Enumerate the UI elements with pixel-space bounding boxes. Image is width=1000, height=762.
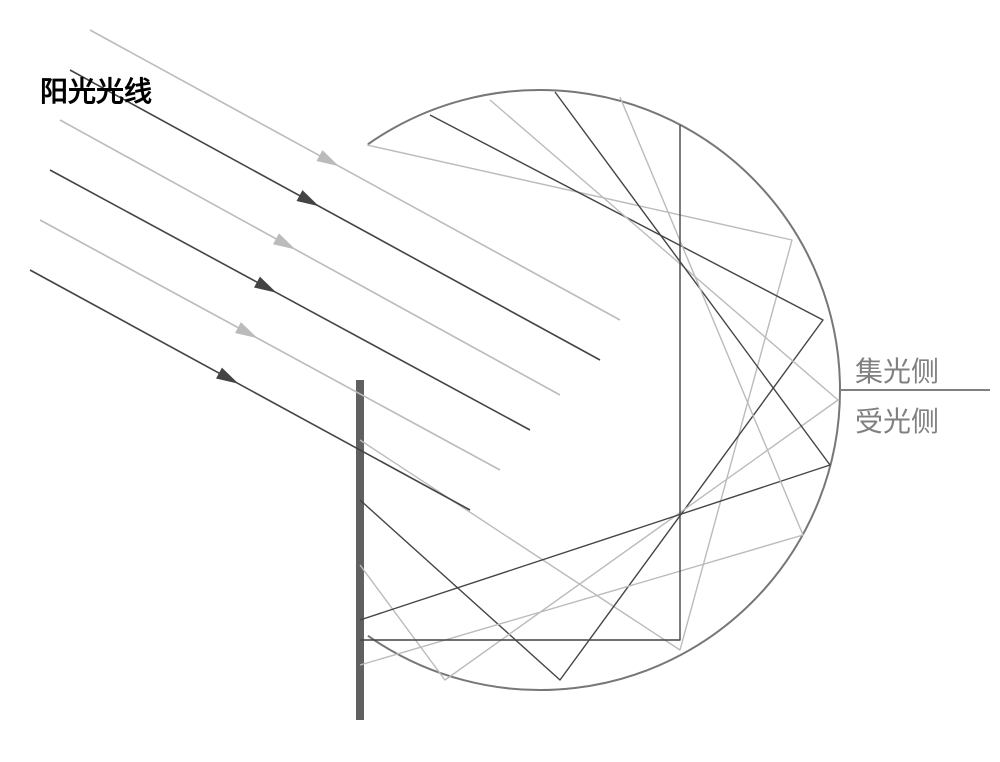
reflection-path [360, 125, 680, 640]
diagram-svg [0, 0, 1000, 762]
reflection-path [360, 92, 830, 620]
incoming-ray [60, 120, 560, 395]
reflection-path [360, 97, 803, 665]
incoming-ray [90, 30, 620, 320]
ray-arrowhead [235, 322, 258, 338]
incoming-ray [70, 70, 600, 360]
reflection-path [360, 115, 823, 680]
ray-arrowhead [254, 277, 277, 293]
ray-arrowhead [317, 150, 340, 166]
reflection-path [360, 145, 792, 650]
ray-arrowhead [216, 368, 239, 384]
reflection-path [360, 100, 838, 680]
concentrating-label: 集光侧 [855, 350, 939, 390]
ray-arrowhead [297, 190, 320, 206]
sunlight-label: 阳光光线 [40, 70, 152, 110]
incoming-ray [40, 220, 500, 470]
incoming-ray [50, 170, 530, 430]
ray-arrowhead [273, 233, 296, 249]
incoming-ray [30, 270, 470, 510]
receiving-label: 受光侧 [855, 400, 939, 440]
